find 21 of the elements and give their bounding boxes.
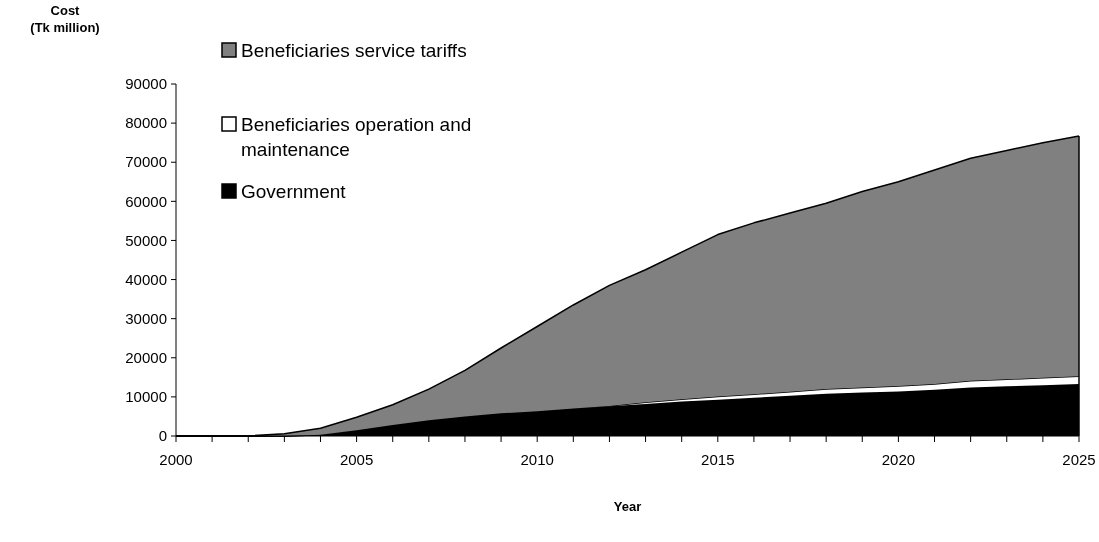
x-tick-label: 2005 — [339, 451, 374, 468]
y-tick-label: 20000 — [125, 349, 167, 367]
y-tick-label: 60000 — [125, 192, 167, 210]
y-tick-label: 80000 — [125, 114, 167, 132]
legend-label: Beneficiaries operation and maintenance — [241, 114, 472, 160]
y-tick-label: 50000 — [125, 231, 167, 249]
y-tick-label: 40000 — [125, 270, 167, 288]
y-tick-label: 70000 — [125, 153, 167, 171]
x-tick-label: 2010 — [520, 451, 554, 468]
x-tick-label: 2020 — [881, 451, 916, 468]
legend-label: Government — [241, 181, 347, 202]
x-axis-title: Year — [613, 499, 642, 514]
y-tick-label: 0 — [158, 427, 167, 445]
x-tick-label: 2015 — [701, 451, 735, 468]
y-tick-label: 10000 — [125, 388, 167, 406]
legend-label: Beneficiaries service tariffs — [241, 40, 467, 61]
y-axis-title: Cost (Tk million) — [30, 3, 100, 35]
x-tick-label: 2000 — [159, 451, 193, 468]
y-tick-label: 30000 — [125, 309, 167, 327]
y-tick-label: 90000 — [125, 75, 167, 93]
x-tick-label: 2025 — [1062, 451, 1096, 468]
